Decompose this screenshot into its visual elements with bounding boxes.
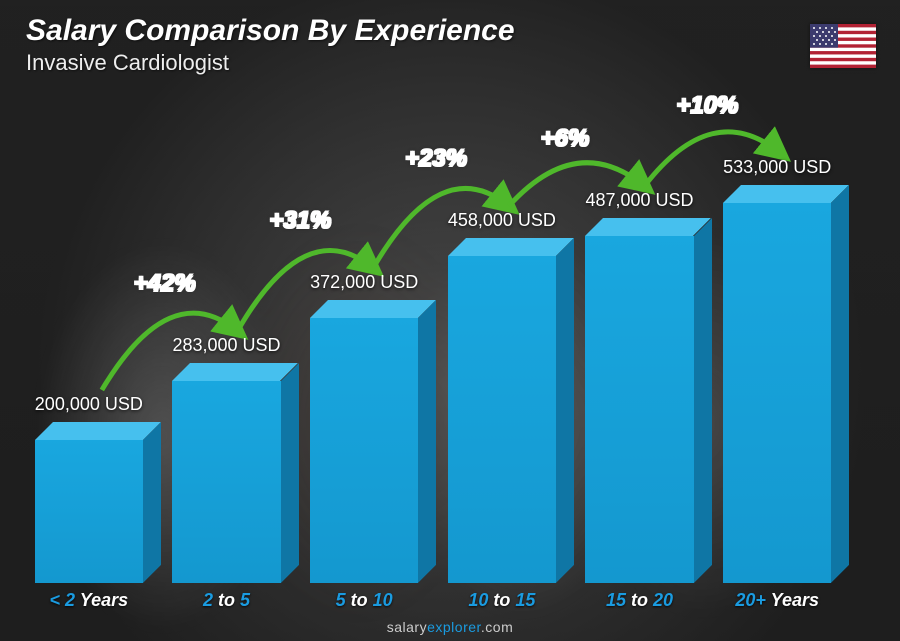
bar: 372,000 USD [310,318,418,583]
bar-value-label: 458,000 USD [415,210,588,231]
growth-pct-label: +23% [405,145,467,173]
brand-part-2: explorer [427,619,481,635]
bar-value-label: 533,000 USD [691,157,864,178]
x-axis-labels: < 2 Years 2 to 5 5 to 10 10 to 15 15 to 20 20… [26,590,840,611]
bar: 533,000 USD [723,203,831,583]
page-subtitle: Invasive Cardiologist [26,50,515,76]
bar: 200,000 USD [35,440,143,583]
brand-part-3: .com [481,619,513,635]
bar-slot: 200,000 USD [26,113,152,583]
bar-value-label: 372,000 USD [278,272,451,293]
bar: 283,000 USD [172,381,280,583]
footer-brand: salaryexplorer.com [0,619,900,635]
x-axis-label: 5 to 10 [301,590,427,611]
page-title: Salary Comparison By Experience [26,14,515,48]
header: Salary Comparison By Experience Invasive… [26,14,515,76]
x-axis-label: 20+ Years [714,590,840,611]
brand-part-1: salary [387,619,427,635]
bar-slot: 458,000 USD [439,113,565,583]
bar-value-label: 487,000 USD [553,190,726,211]
growth-pct-label: +42% [134,270,196,298]
x-axis-label: 15 to 20 [577,590,703,611]
bar-slot: 533,000 USD [714,113,840,583]
bar-value-label: 283,000 USD [140,335,313,356]
salary-bar-chart: 200,000 USD283,000 USD372,000 USD458,000… [26,113,840,583]
x-axis-label: 2 to 5 [164,590,290,611]
growth-pct-label: +31% [269,207,331,235]
x-axis-label: < 2 Years [26,590,152,611]
x-axis-label: 10 to 15 [439,590,565,611]
us-flag-icon [810,24,876,68]
growth-pct-label: +10% [676,92,738,120]
bar-slot: 283,000 USD [164,113,290,583]
bar-slot: 372,000 USD [301,113,427,583]
bars-container: 200,000 USD283,000 USD372,000 USD458,000… [26,113,840,583]
growth-pct-label: +6% [541,125,590,153]
bar-value-label: 200,000 USD [2,394,175,415]
bar: 487,000 USD [585,236,693,583]
bar: 458,000 USD [448,256,556,583]
bar-slot: 487,000 USD [577,113,703,583]
